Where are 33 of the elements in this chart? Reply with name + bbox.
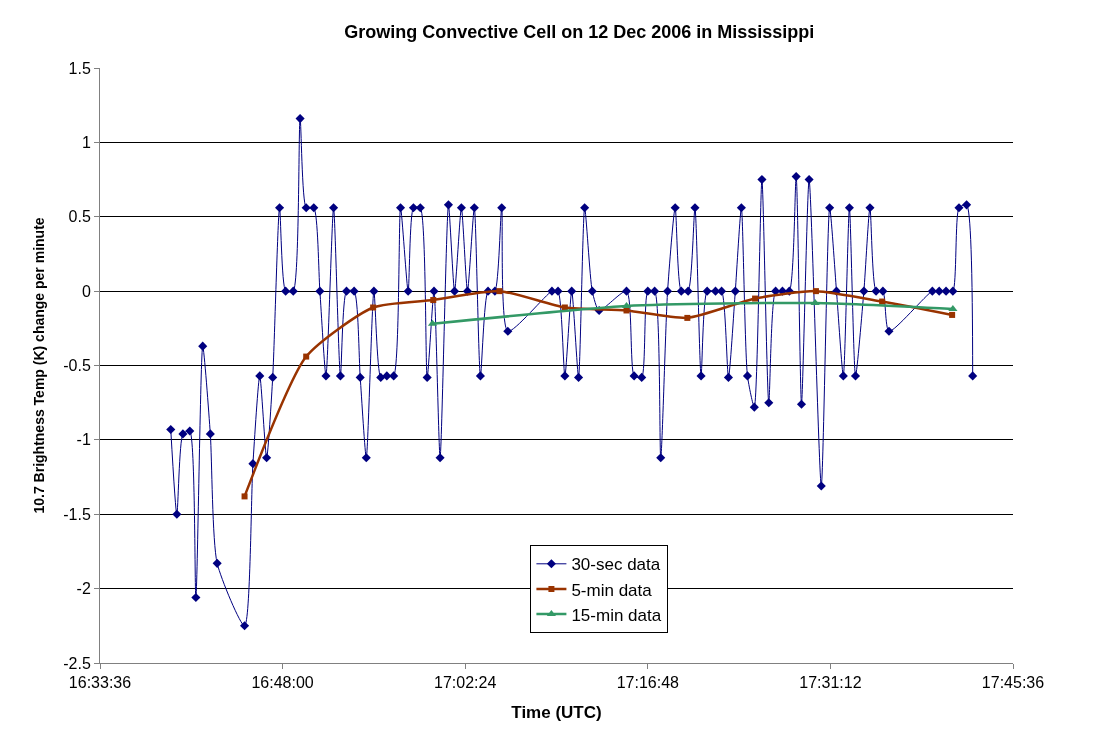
legend-label: 15-min data: [571, 605, 662, 625]
point: [496, 288, 503, 295]
x-tick-label: 17:45:36: [981, 674, 1045, 692]
point: [810, 299, 820, 306]
y-tick-label: -1.5: [63, 505, 91, 523]
y-tick-label: -2: [76, 580, 91, 598]
x-tick-label: 17:31:12: [799, 674, 862, 692]
point: [561, 304, 568, 311]
point: [948, 304, 958, 311]
legend-label: 5-min data: [571, 580, 653, 600]
point: [949, 311, 956, 318]
point: [303, 353, 310, 360]
chart-title: Growing Convective Cell on 12 Dec 2006 in Mississippi: [344, 22, 815, 43]
y-tick-label: -2.5: [63, 654, 91, 672]
y-tick-label: 0: [81, 282, 91, 300]
x-tick-label: 16:48:00: [251, 674, 314, 692]
y-axis-title: 10.7 Brightness Temp (K) change per minute: [30, 217, 47, 514]
x-tick-label: 17:16:48: [616, 674, 680, 692]
point: [430, 297, 437, 304]
x-tick-label: 16:33:36: [68, 674, 132, 692]
legend-label: 30-sec data: [571, 555, 661, 575]
x-tick-label: 17:02:24: [434, 674, 497, 692]
x-axis-title: Time (UTC): [511, 702, 602, 722]
y-tick-label: -0.5: [63, 357, 91, 375]
y-tick-label: 0.5: [68, 208, 91, 226]
point: [370, 304, 377, 311]
y-tick-label: 1: [81, 133, 91, 151]
y-tick-label: -1: [76, 431, 91, 449]
point: [812, 288, 819, 295]
point: [684, 314, 691, 321]
y-tick-label: 1.5: [68, 59, 91, 77]
point: [752, 295, 759, 302]
point: [241, 493, 248, 500]
